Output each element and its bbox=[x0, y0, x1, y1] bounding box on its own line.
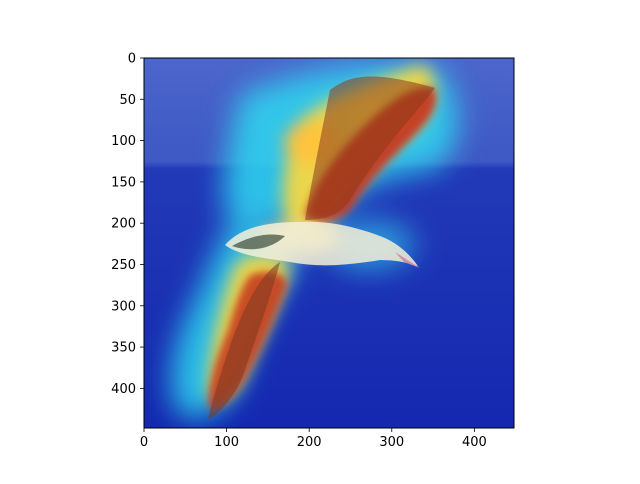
y-tick-label: 100 bbox=[111, 134, 136, 149]
heatmap-image bbox=[144, 58, 514, 428]
x-tick-label: 400 bbox=[462, 435, 487, 450]
y-tick-label: 0 bbox=[128, 52, 136, 67]
y-tick-label: 400 bbox=[111, 382, 136, 397]
y-axis: 0 50 100 150 200 250 300 350 400 bbox=[111, 52, 144, 397]
y-tick-label: 50 bbox=[119, 93, 136, 108]
y-tick-label: 350 bbox=[111, 341, 136, 356]
x-tick-label: 300 bbox=[379, 435, 404, 450]
y-tick-label: 250 bbox=[111, 258, 136, 273]
y-tick-label: 200 bbox=[111, 217, 136, 232]
x-axis: 0 100 200 300 400 bbox=[140, 428, 487, 450]
x-tick-label: 100 bbox=[214, 435, 239, 450]
x-tick-label: 200 bbox=[297, 435, 322, 450]
axes-frame bbox=[143, 57, 515, 429]
y-tick-label: 300 bbox=[111, 299, 136, 314]
albatross-bird bbox=[208, 76, 435, 420]
x-tick-label: 0 bbox=[140, 435, 148, 450]
y-tick-label: 150 bbox=[111, 175, 136, 190]
